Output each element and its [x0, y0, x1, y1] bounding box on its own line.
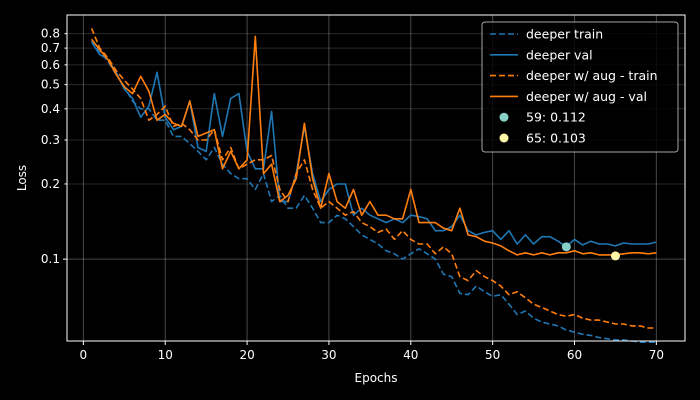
- y-tick-label: 0.8: [41, 27, 60, 41]
- y-tick-label: 0.5: [41, 78, 60, 92]
- y-tick-label: 0.2: [41, 177, 60, 191]
- legend-swatch-5: [499, 112, 509, 122]
- plot-frame: [66, 14, 686, 342]
- legend-label-5: 59: 0.112: [526, 110, 586, 125]
- axis-ticks: 0 10 20 30 40 50 60 70 0.1 0.2 0.3 0.4 0.5 0.6 0.70.8: [41, 27, 664, 362]
- y-tick-label: 0.4: [41, 102, 60, 116]
- y-tick-label: 0.7: [41, 41, 60, 55]
- marker-point-2: [610, 251, 620, 261]
- legend-label-4: deeper w/ aug - val: [526, 89, 647, 104]
- x-tick-label: 40: [403, 348, 418, 362]
- x-tick-label: 70: [649, 348, 664, 362]
- marker-point-1: [561, 242, 571, 252]
- highlight-markers: [561, 242, 620, 261]
- legend-label-3: deeper w/ aug - train: [526, 68, 658, 83]
- series-line-1: [90, 40, 657, 344]
- x-tick-label: 20: [239, 348, 254, 362]
- y-axis-label: Loss: [15, 165, 29, 191]
- legend-label-2: deeper val: [526, 47, 593, 62]
- x-tick-label: 50: [485, 348, 500, 362]
- x-tick-label: 60: [567, 348, 582, 362]
- y-tick-label: 0.6: [41, 58, 60, 72]
- x-tick-label: 0: [80, 348, 88, 362]
- legend-label-6: 65: 0.103: [526, 131, 586, 146]
- y-tick-label: 0.1: [41, 252, 60, 266]
- legend: deeper train deeper val deeper w/ aug - tr…: [481, 21, 679, 153]
- series-line-4: [90, 35, 657, 256]
- x-tick-label: 10: [158, 348, 173, 362]
- series-lines: [90, 27, 657, 344]
- y-tick-label: 0.3: [41, 133, 60, 147]
- x-axis-label: Epochs: [355, 371, 398, 385]
- series-line-3: [90, 27, 657, 329]
- legend-label-1: deeper train: [526, 27, 603, 42]
- legend-box: [481, 21, 679, 153]
- legend-swatch-6: [499, 133, 509, 143]
- x-tick-label: 30: [321, 348, 336, 362]
